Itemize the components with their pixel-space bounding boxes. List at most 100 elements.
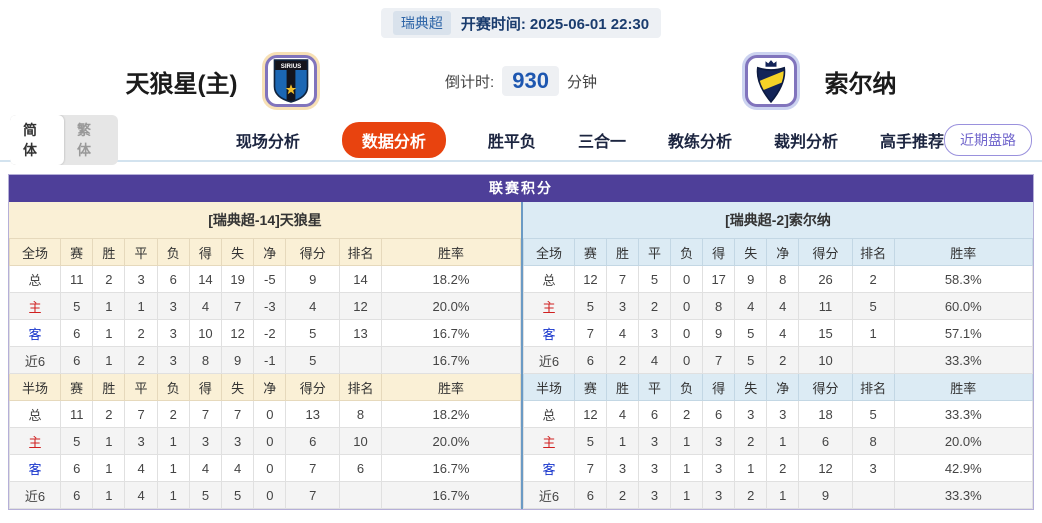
- stat-cell: 5: [734, 346, 768, 374]
- stat-cell: 1: [156, 481, 190, 509]
- stat-cell: 4: [221, 454, 255, 482]
- stat-cell: 11: [60, 400, 94, 428]
- column-header-row: 半场赛胜平负得失净得分 排名 胜率: [523, 373, 1033, 401]
- nav-item-1[interactable]: 数据分析: [341, 122, 446, 158]
- stat-cell: 2: [92, 265, 126, 293]
- stat-cell: 1: [92, 481, 126, 509]
- stat-cell: 2: [638, 292, 672, 320]
- stat-cell: 1: [670, 427, 704, 455]
- stat-cell: 5: [638, 265, 672, 293]
- kickoff-label: 开赛时间:: [460, 15, 526, 33]
- stat-cell: 2: [734, 481, 768, 509]
- stat-cell: 0: [253, 454, 287, 482]
- standings-title: 联赛积分: [9, 175, 1033, 202]
- stat-cell: 11: [60, 265, 94, 293]
- stat-cell: 5: [60, 292, 94, 320]
- countdown: 倒计时: 930 分钟: [445, 66, 597, 96]
- stat-cell: [339, 481, 382, 509]
- stat-cell: 12: [221, 319, 255, 347]
- stats-row: 总 11 2 3 6 14 19 -5 9 14 18.2%: [8, 265, 522, 293]
- countdown-label: 倒计时:: [445, 73, 495, 91]
- column-header: 得分: [285, 373, 341, 401]
- column-header: 失: [221, 373, 255, 401]
- stat-cell: 4: [188, 454, 223, 482]
- home-team-name: 天狼星(主): [125, 70, 238, 98]
- stat-cell: 3: [766, 400, 800, 428]
- column-header: 赛: [573, 238, 607, 266]
- stat-cell: 15: [798, 319, 853, 347]
- row-label: 主: [8, 427, 62, 455]
- stat-cell: 19: [221, 265, 255, 293]
- row-label: 客: [8, 319, 62, 347]
- stat-cell: 1: [92, 319, 126, 347]
- row-label: 总: [8, 265, 62, 293]
- stat-cell: 4: [766, 319, 800, 347]
- column-header: 胜: [92, 373, 126, 401]
- stat-cell: 18.2%: [380, 265, 522, 293]
- row-label: 客: [8, 454, 62, 482]
- stat-cell: 0: [670, 319, 704, 347]
- nav-item-0[interactable]: 现场分析: [235, 134, 300, 151]
- lang-traditional[interactable]: 繁体: [76, 122, 91, 158]
- recent-trend-button[interactable]: 近期盘路: [944, 124, 1032, 156]
- stat-cell: 1: [605, 427, 640, 455]
- stat-cell: 5: [221, 481, 255, 509]
- column-header: 胜率: [380, 238, 522, 266]
- stats-row: 客 6 1 4 1 4 4 0 7 6 16.7%: [8, 454, 522, 482]
- stats-row: 近6 6 2 3 1 3 2 1 9 33.3%: [523, 481, 1033, 509]
- stat-cell: 1: [92, 427, 126, 455]
- column-header: 胜率: [380, 373, 522, 401]
- stat-cell: 7: [188, 400, 223, 428]
- stat-cell: 6: [60, 346, 94, 374]
- league-badge[interactable]: 瑞典超: [392, 11, 451, 35]
- away-team: 索尔纳: [597, 52, 1042, 110]
- stat-cell: [851, 481, 895, 509]
- stat-cell: 33.3%: [893, 481, 1033, 509]
- column-header-row: 全场赛胜平负得失净得分 排名 胜率: [523, 238, 1033, 266]
- stats-row: 客 7 3 3 1 3 1 2 12 3 42.9%: [523, 454, 1033, 482]
- nav-item-6[interactable]: 高手推荐: [879, 134, 944, 151]
- column-header: 全场: [523, 238, 575, 266]
- stat-cell: 3: [702, 481, 736, 509]
- stat-cell: 4: [734, 292, 768, 320]
- stats-row: 主 5 3 2 0 8 4 4 11 5 60.0%: [523, 292, 1033, 320]
- stat-cell: 4: [638, 346, 672, 374]
- stat-cell: 0: [670, 346, 704, 374]
- stat-cell: 3: [605, 292, 640, 320]
- column-header: 得: [188, 238, 223, 266]
- stat-cell: 9: [702, 319, 736, 347]
- stat-cell: 3: [638, 481, 672, 509]
- row-label: 主: [523, 427, 575, 455]
- row-label: 近6: [8, 481, 62, 509]
- away-team-name: 索尔纳: [824, 70, 897, 98]
- nav-item-4[interactable]: 教练分析: [667, 134, 732, 151]
- stat-cell: 2: [766, 346, 800, 374]
- stat-cell: 3: [221, 427, 255, 455]
- stat-cell: 12: [798, 454, 853, 482]
- column-header: 胜率: [893, 238, 1033, 266]
- stat-cell: 2: [851, 265, 895, 293]
- stat-cell: 20.0%: [893, 427, 1033, 455]
- column-header: 净: [253, 373, 287, 401]
- stat-cell: 9: [798, 481, 853, 509]
- stat-cell: 5: [851, 292, 895, 320]
- stat-cell: 7: [124, 400, 158, 428]
- home-standings: [瑞典超-14]天狼星 全场赛胜平负得失净得分 排名 胜率总 11 2 3 6 14 19 -5 9…: [8, 202, 522, 509]
- stat-cell: 2: [124, 346, 158, 374]
- stat-cell: 5: [285, 319, 341, 347]
- lang-simplified[interactable]: 简体: [10, 115, 64, 165]
- nav-item-3[interactable]: 三合一: [577, 134, 626, 151]
- stat-cell: 7: [573, 454, 607, 482]
- stat-cell: 13: [339, 319, 382, 347]
- stat-cell: 18: [798, 400, 853, 428]
- stat-cell: 60.0%: [893, 292, 1033, 320]
- stat-cell: 2: [734, 427, 768, 455]
- nav-item-2[interactable]: 胜平负: [487, 134, 536, 151]
- stat-cell: 14: [339, 265, 382, 293]
- nav-item-5[interactable]: 裁判分析: [773, 134, 838, 151]
- stat-cell: 13: [285, 400, 341, 428]
- aik-crest-icon: [745, 55, 798, 107]
- stat-cell: -5: [253, 265, 287, 293]
- away-standings: [瑞典超-2]索尔纳 全场赛胜平负得失净得分 排名 胜率总 12 7 5 0 17 9 8 26 2 5…: [521, 202, 1033, 509]
- column-header: 平: [124, 238, 158, 266]
